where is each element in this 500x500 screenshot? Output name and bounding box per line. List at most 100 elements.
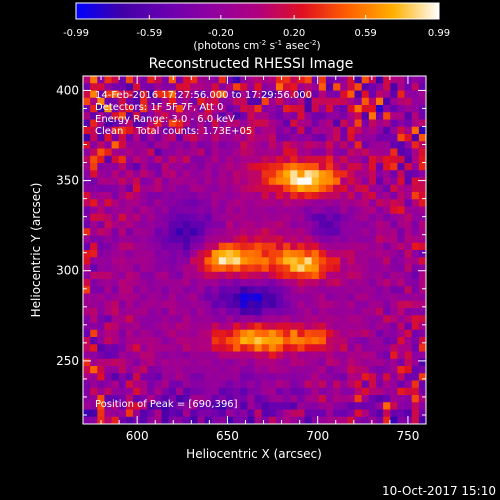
heatmap-cell bbox=[347, 344, 355, 352]
heatmap-cell bbox=[283, 250, 291, 258]
heatmap-cell bbox=[275, 242, 284, 251]
heatmap-cell bbox=[225, 409, 234, 418]
heatmap-cell bbox=[375, 155, 384, 164]
heatmap-cell bbox=[297, 228, 305, 236]
heatmap-cell bbox=[168, 155, 177, 164]
heatmap-cell bbox=[304, 228, 313, 236]
heatmap-cell bbox=[418, 358, 427, 367]
heatmap-cell bbox=[118, 97, 127, 106]
heatmap-cell bbox=[97, 271, 105, 280]
heatmap-cell bbox=[183, 315, 191, 323]
heatmap-cell bbox=[368, 395, 377, 403]
heatmap-cell bbox=[168, 112, 177, 120]
heatmap-cell bbox=[161, 213, 170, 222]
heatmap-cell bbox=[325, 206, 334, 215]
heatmap-cell bbox=[368, 329, 377, 338]
heatmap-cell bbox=[161, 221, 170, 229]
heatmap-cell bbox=[290, 90, 298, 99]
heatmap-cell bbox=[325, 228, 334, 236]
heatmap-cell bbox=[97, 112, 105, 120]
heatmap-cell bbox=[368, 76, 377, 84]
heatmap-cell bbox=[247, 155, 255, 164]
heatmap-cell bbox=[147, 126, 155, 135]
heatmap-cell bbox=[333, 177, 341, 186]
heatmap-cell bbox=[404, 366, 413, 374]
heatmap-cell bbox=[333, 416, 341, 425]
heatmap-cell bbox=[404, 192, 413, 200]
heatmap-cell bbox=[175, 148, 184, 157]
heatmap-cell bbox=[190, 192, 198, 200]
heatmap-cell bbox=[261, 221, 270, 229]
heatmap-cell bbox=[154, 90, 163, 99]
heatmap-cell bbox=[325, 83, 334, 91]
heatmap-cell bbox=[233, 90, 241, 99]
heatmap-cell bbox=[390, 177, 398, 186]
heatmap-cell bbox=[161, 279, 170, 287]
heatmap-cell bbox=[190, 329, 198, 338]
heatmap-cell bbox=[90, 235, 98, 244]
heatmap-cell bbox=[211, 199, 220, 207]
heatmap-cell bbox=[90, 358, 98, 367]
heatmap-cell bbox=[297, 322, 305, 331]
heatmap-cell bbox=[354, 177, 363, 186]
heatmap-cell bbox=[368, 105, 377, 113]
heatmap-cell bbox=[411, 112, 420, 120]
heatmap-cell bbox=[190, 351, 198, 360]
heatmap-cell bbox=[261, 366, 270, 374]
heatmap-cell bbox=[361, 76, 370, 84]
heatmap-cell bbox=[211, 76, 220, 84]
heatmap-cell bbox=[247, 177, 255, 186]
heatmap-cell bbox=[240, 300, 248, 309]
heatmap-cell bbox=[411, 184, 420, 193]
heatmap-cell bbox=[354, 170, 363, 178]
heatmap-cell bbox=[190, 373, 198, 381]
heatmap-cell bbox=[147, 315, 155, 323]
heatmap-cell bbox=[190, 380, 198, 389]
heatmap-cell bbox=[311, 358, 320, 367]
heatmap-cell bbox=[147, 337, 155, 345]
heatmap-cell bbox=[368, 184, 377, 193]
heatmap-cell bbox=[304, 279, 313, 287]
heatmap-cell bbox=[211, 141, 220, 149]
heatmap-cell bbox=[261, 170, 270, 178]
heatmap-cell bbox=[411, 322, 420, 331]
heatmap-cell bbox=[175, 380, 184, 389]
heatmap-cell bbox=[161, 358, 170, 367]
heatmap-cell bbox=[218, 163, 227, 171]
heatmap-cell bbox=[133, 344, 141, 352]
heatmap-cell bbox=[304, 380, 313, 389]
heatmap-cell bbox=[333, 373, 341, 381]
heatmap-cell bbox=[354, 366, 363, 374]
heatmap-cell bbox=[83, 387, 91, 396]
heatmap-cell bbox=[190, 83, 198, 91]
heatmap-cell bbox=[311, 206, 320, 215]
heatmap-cell bbox=[204, 105, 213, 113]
plot-frame bbox=[82, 75, 427, 425]
heatmap-cell bbox=[161, 112, 170, 120]
heatmap-cell bbox=[261, 206, 270, 215]
heatmap-cell bbox=[318, 322, 327, 331]
heatmap-cell bbox=[125, 279, 134, 287]
heatmap-cell bbox=[197, 199, 205, 207]
heatmap-cell bbox=[111, 402, 120, 410]
heatmap-cell bbox=[111, 112, 120, 120]
heatmap-cell bbox=[290, 315, 298, 323]
heatmap-cell bbox=[333, 409, 341, 418]
heatmap-cell bbox=[254, 112, 263, 120]
heatmap-cell bbox=[225, 322, 234, 331]
heatmap-cell bbox=[161, 148, 170, 157]
heatmap-cell bbox=[175, 83, 184, 91]
heatmap-cell bbox=[133, 228, 141, 236]
heatmap-cell bbox=[183, 126, 191, 135]
heatmap-cell bbox=[218, 344, 227, 352]
heatmap-cell bbox=[404, 373, 413, 381]
heatmap-cell bbox=[190, 344, 198, 352]
heatmap-cell bbox=[161, 242, 170, 251]
heatmap-cell bbox=[125, 228, 134, 236]
heatmap-cell bbox=[211, 184, 220, 193]
heatmap-cell bbox=[275, 119, 284, 128]
heatmap-cell bbox=[411, 315, 420, 323]
heatmap-cell bbox=[168, 279, 177, 287]
heatmap-cell bbox=[318, 148, 327, 157]
heatmap-cell bbox=[254, 134, 263, 142]
